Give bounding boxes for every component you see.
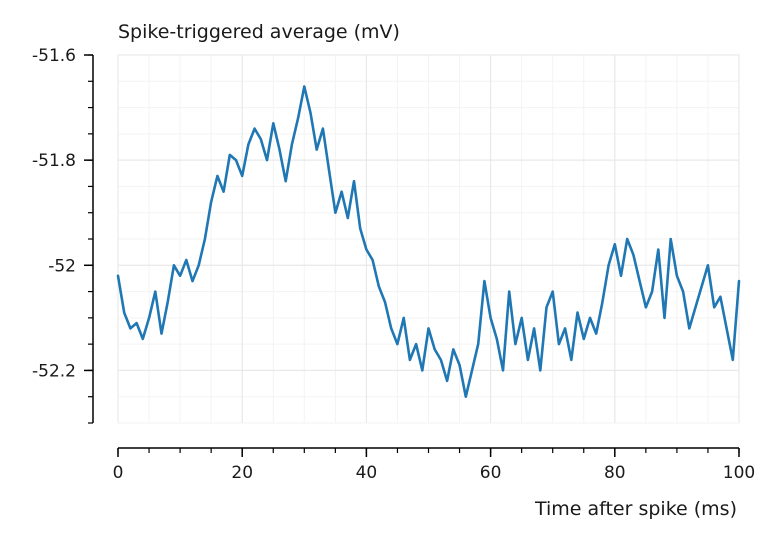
y-tick-label: -52.2 [32, 361, 76, 381]
x-tick-label: 0 [113, 463, 124, 483]
x-axis-title: Time after spike (ms) [534, 498, 737, 520]
y-tick-label: -52 [48, 256, 76, 276]
grid [117, 54, 740, 424]
x-tick-label: 80 [604, 463, 626, 483]
x-tick-label: 20 [231, 463, 253, 483]
series-layer [116, 85, 741, 398]
chart-title: Spike-triggered average (mV) [118, 21, 400, 43]
y-tick-label: -51.8 [32, 151, 76, 171]
y-tick-label: -51.6 [32, 46, 76, 66]
x-tick-label: 100 [723, 463, 755, 483]
y-axis-ticks: -51.6 -51.8 -52 -52.2 [32, 46, 93, 424]
x-tick-label: 40 [356, 463, 378, 483]
series-line-0 [116, 85, 741, 398]
x-tick-label: 60 [480, 463, 502, 483]
x-axis-ticks: 0 20 40 60 80 100 [113, 448, 755, 483]
